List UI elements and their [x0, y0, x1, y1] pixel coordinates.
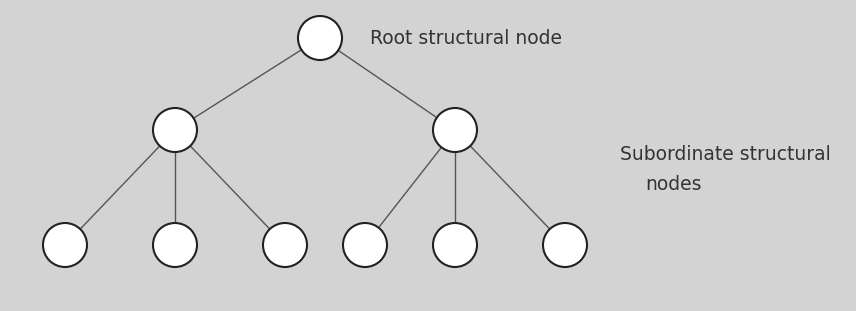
Circle shape [263, 223, 307, 267]
Circle shape [43, 223, 87, 267]
Circle shape [343, 223, 387, 267]
Circle shape [433, 108, 477, 152]
Circle shape [298, 16, 342, 60]
Circle shape [543, 223, 587, 267]
Circle shape [153, 223, 197, 267]
Text: Root structural node: Root structural node [370, 29, 562, 48]
Text: nodes: nodes [645, 175, 702, 194]
Circle shape [153, 108, 197, 152]
Circle shape [433, 223, 477, 267]
Text: Subordinate structural: Subordinate structural [620, 146, 831, 165]
